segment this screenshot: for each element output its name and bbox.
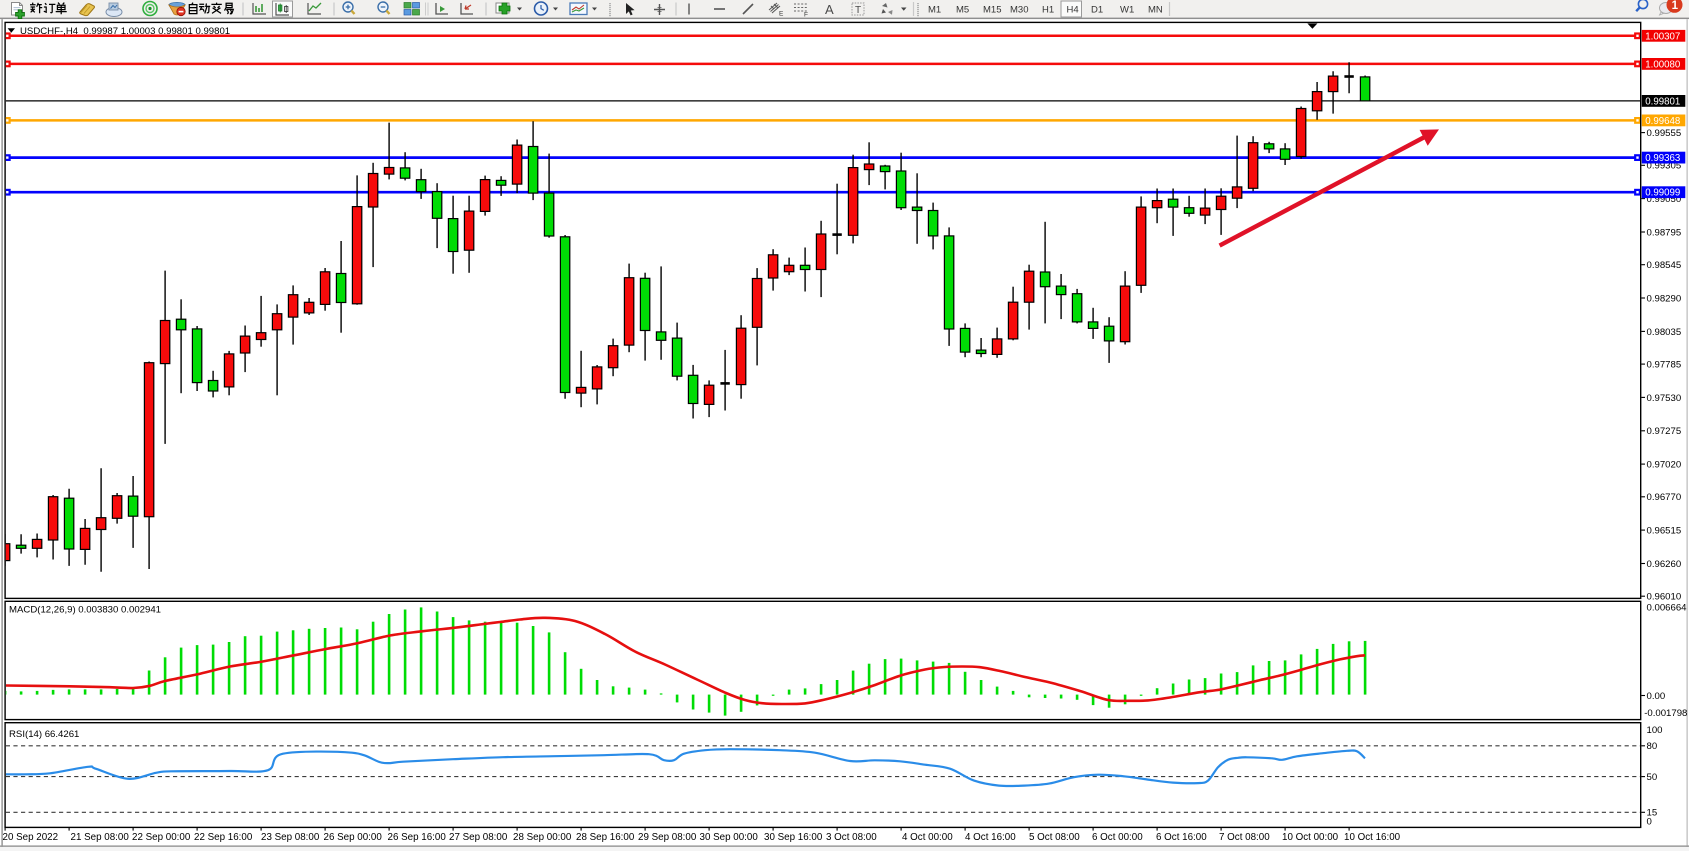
- svg-text:0.96010: 0.96010: [1647, 592, 1682, 603]
- svg-text:22 Sep 16:00: 22 Sep 16:00: [194, 832, 253, 843]
- svg-text:-0.001798: -0.001798: [1644, 708, 1687, 719]
- svg-text:0.98035: 0.98035: [1647, 327, 1682, 338]
- svg-text:USDCHF-,H4 0.99987 1.00003 0.: USDCHF-,H4 0.99987 1.00003 0.99801 0.998…: [20, 26, 230, 37]
- svg-text:0.99801: 0.99801: [1645, 96, 1680, 107]
- svg-text:MACD(12,26,9) 0.003830 0.00294: MACD(12,26,9) 0.003830 0.002941: [9, 604, 161, 615]
- svg-text:29 Sep 08:00: 29 Sep 08:00: [638, 832, 697, 843]
- svg-text:10 Oct 00:00: 10 Oct 00:00: [1282, 832, 1339, 843]
- svg-text:26 Sep 16:00: 26 Sep 16:00: [388, 832, 447, 843]
- svg-text:0.96260: 0.96260: [1647, 559, 1682, 570]
- svg-text:20 Sep 2022: 20 Sep 2022: [3, 832, 59, 843]
- svg-text:M15: M15: [983, 5, 1001, 16]
- svg-text:0.99555: 0.99555: [1647, 128, 1682, 139]
- svg-text:RSI(14) 66.4261: RSI(14) 66.4261: [9, 729, 79, 740]
- svg-text:21 Sep 08:00: 21 Sep 08:00: [71, 832, 130, 843]
- svg-text:0.97785: 0.97785: [1647, 360, 1682, 371]
- svg-text:H1: H1: [1042, 5, 1054, 16]
- svg-text:4 Oct 16:00: 4 Oct 16:00: [965, 832, 1016, 843]
- svg-text:22 Sep 00:00: 22 Sep 00:00: [132, 832, 191, 843]
- svg-text:0.97020: 0.97020: [1647, 460, 1682, 471]
- svg-text:0.96515: 0.96515: [1647, 526, 1682, 537]
- svg-text:F: F: [804, 12, 808, 19]
- svg-text:23 Sep 08:00: 23 Sep 08:00: [261, 832, 320, 843]
- svg-text:W1: W1: [1120, 5, 1134, 16]
- svg-text:27 Sep 08:00: 27 Sep 08:00: [449, 832, 508, 843]
- svg-text:1.00307: 1.00307: [1645, 31, 1680, 42]
- svg-text:0.99099: 0.99099: [1645, 188, 1680, 199]
- svg-text:A: A: [825, 2, 834, 17]
- svg-text:0.00: 0.00: [1647, 691, 1666, 702]
- svg-text:7 Oct 08:00: 7 Oct 08:00: [1219, 832, 1270, 843]
- svg-text:6 Oct 16:00: 6 Oct 16:00: [1156, 832, 1207, 843]
- svg-text:T: T: [855, 5, 861, 16]
- svg-text:28 Sep 16:00: 28 Sep 16:00: [576, 832, 635, 843]
- svg-text:30 Sep 16:00: 30 Sep 16:00: [764, 832, 823, 843]
- svg-text:0.97530: 0.97530: [1647, 393, 1682, 404]
- svg-text:0.99648: 0.99648: [1645, 116, 1680, 127]
- svg-text:0.99305: 0.99305: [1647, 161, 1682, 172]
- svg-text:28 Sep 00:00: 28 Sep 00:00: [513, 832, 572, 843]
- svg-text:0.99050: 0.99050: [1647, 194, 1682, 205]
- svg-text:E: E: [779, 11, 784, 18]
- svg-text:5 Oct 08:00: 5 Oct 08:00: [1029, 832, 1080, 843]
- svg-text:M1: M1: [928, 5, 941, 16]
- svg-text:0.006664: 0.006664: [1647, 603, 1688, 614]
- svg-text:3 Oct 08:00: 3 Oct 08:00: [826, 832, 877, 843]
- svg-text:6 Oct 00:00: 6 Oct 00:00: [1092, 832, 1143, 843]
- svg-text:0.96770: 0.96770: [1647, 492, 1682, 503]
- svg-text:0.98290: 0.98290: [1647, 293, 1682, 304]
- svg-text:MN: MN: [1148, 5, 1163, 16]
- svg-text:H4: H4: [1067, 5, 1079, 16]
- svg-text:100: 100: [1647, 725, 1663, 736]
- svg-text:M30: M30: [1010, 5, 1028, 16]
- svg-text:80: 80: [1647, 741, 1658, 752]
- svg-text:30 Sep 00:00: 30 Sep 00:00: [700, 832, 759, 843]
- svg-text:4 Oct 00:00: 4 Oct 00:00: [902, 832, 953, 843]
- svg-text:D1: D1: [1091, 5, 1103, 16]
- svg-text:0.97275: 0.97275: [1647, 426, 1682, 437]
- svg-text:10 Oct 16:00: 10 Oct 16:00: [1344, 832, 1401, 843]
- svg-text:M5: M5: [956, 5, 969, 16]
- svg-text:0.98545: 0.98545: [1647, 260, 1682, 271]
- svg-text:1: 1: [1672, 0, 1679, 12]
- svg-text:0.98795: 0.98795: [1647, 227, 1682, 238]
- svg-text:15: 15: [1647, 808, 1658, 819]
- svg-text:50: 50: [1647, 772, 1658, 783]
- svg-text:26 Sep 00:00: 26 Sep 00:00: [324, 832, 383, 843]
- svg-text:0.99363: 0.99363: [1645, 153, 1680, 164]
- svg-text:0: 0: [1647, 816, 1652, 827]
- svg-text:1.00080: 1.00080: [1645, 59, 1681, 70]
